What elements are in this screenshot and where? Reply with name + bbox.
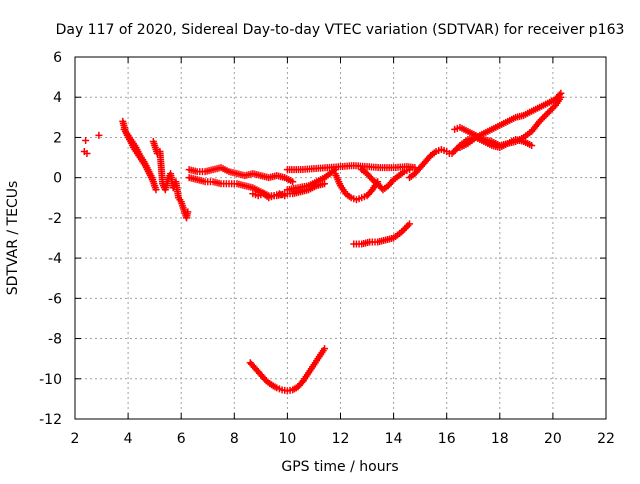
data-point	[321, 345, 329, 353]
y-tick-label: -2	[48, 211, 62, 227]
y-tick-label: 4	[53, 90, 62, 106]
x-tick-label: 18	[491, 431, 509, 447]
series-crossing-diagonal	[358, 166, 414, 194]
series-early-isolated	[80, 131, 103, 158]
x-tick-label: 6	[177, 431, 186, 447]
data-point	[83, 150, 91, 158]
data-point	[152, 186, 160, 194]
y-axis-label: SDTVAR / TECUs	[5, 181, 21, 296]
y-tick-label: -10	[39, 372, 62, 388]
tick-layer: 2 4 6 8 10 12 14 16 18 20 22 -12 -10 -8 -6 -4 -2 0 2 4 6	[39, 50, 615, 447]
data-point-trail	[556, 91, 564, 99]
series-mid-upper-track	[185, 164, 297, 186]
y-tick-label: 6	[53, 50, 62, 66]
y-tick-label: -4	[48, 251, 62, 267]
data-point	[406, 220, 414, 228]
x-tick-label: 2	[71, 431, 80, 447]
plot-frame	[74, 56, 607, 420]
y-tick-label: 2	[53, 130, 62, 146]
data-point	[557, 89, 565, 97]
series-early-cluster	[149, 137, 192, 222]
data-point	[281, 192, 289, 200]
data-layer	[80, 89, 565, 395]
data-point	[528, 141, 536, 149]
y-tick-label: -8	[48, 332, 62, 348]
x-tick-label: 22	[597, 431, 615, 447]
series-isolated-mid-negative	[350, 220, 414, 248]
x-tick-label: 12	[332, 431, 350, 447]
series-upper-late-c	[448, 133, 536, 158]
x-tick-label: 10	[278, 431, 296, 447]
x-tick-label: 20	[544, 431, 562, 447]
x-tick-label: 14	[385, 431, 403, 447]
data-point	[321, 180, 329, 188]
x-axis-label: GPS time / hours	[281, 459, 398, 475]
y-tick-label: 0	[53, 171, 62, 187]
data-point	[82, 136, 90, 144]
series-deep-arc	[246, 345, 329, 395]
series-upper-flat	[283, 162, 419, 174]
data-point	[406, 166, 414, 174]
data-point-trail	[298, 378, 306, 386]
data-point-trail	[367, 187, 375, 195]
series-early-descending-b	[120, 125, 159, 190]
x-tick-label: 8	[230, 431, 239, 447]
y-tick-label: -6	[48, 291, 62, 307]
chart-title: Day 117 of 2020, Sidereal Day-to-day VTE…	[56, 22, 625, 38]
data-point	[184, 208, 192, 216]
data-point	[95, 131, 103, 139]
x-tick-label: 16	[438, 431, 456, 447]
data-point	[289, 178, 297, 186]
series-mid-blob	[249, 190, 289, 202]
data-point	[151, 182, 159, 190]
x-tick-label: 4	[124, 431, 133, 447]
y-tick-label: -12	[39, 412, 62, 428]
